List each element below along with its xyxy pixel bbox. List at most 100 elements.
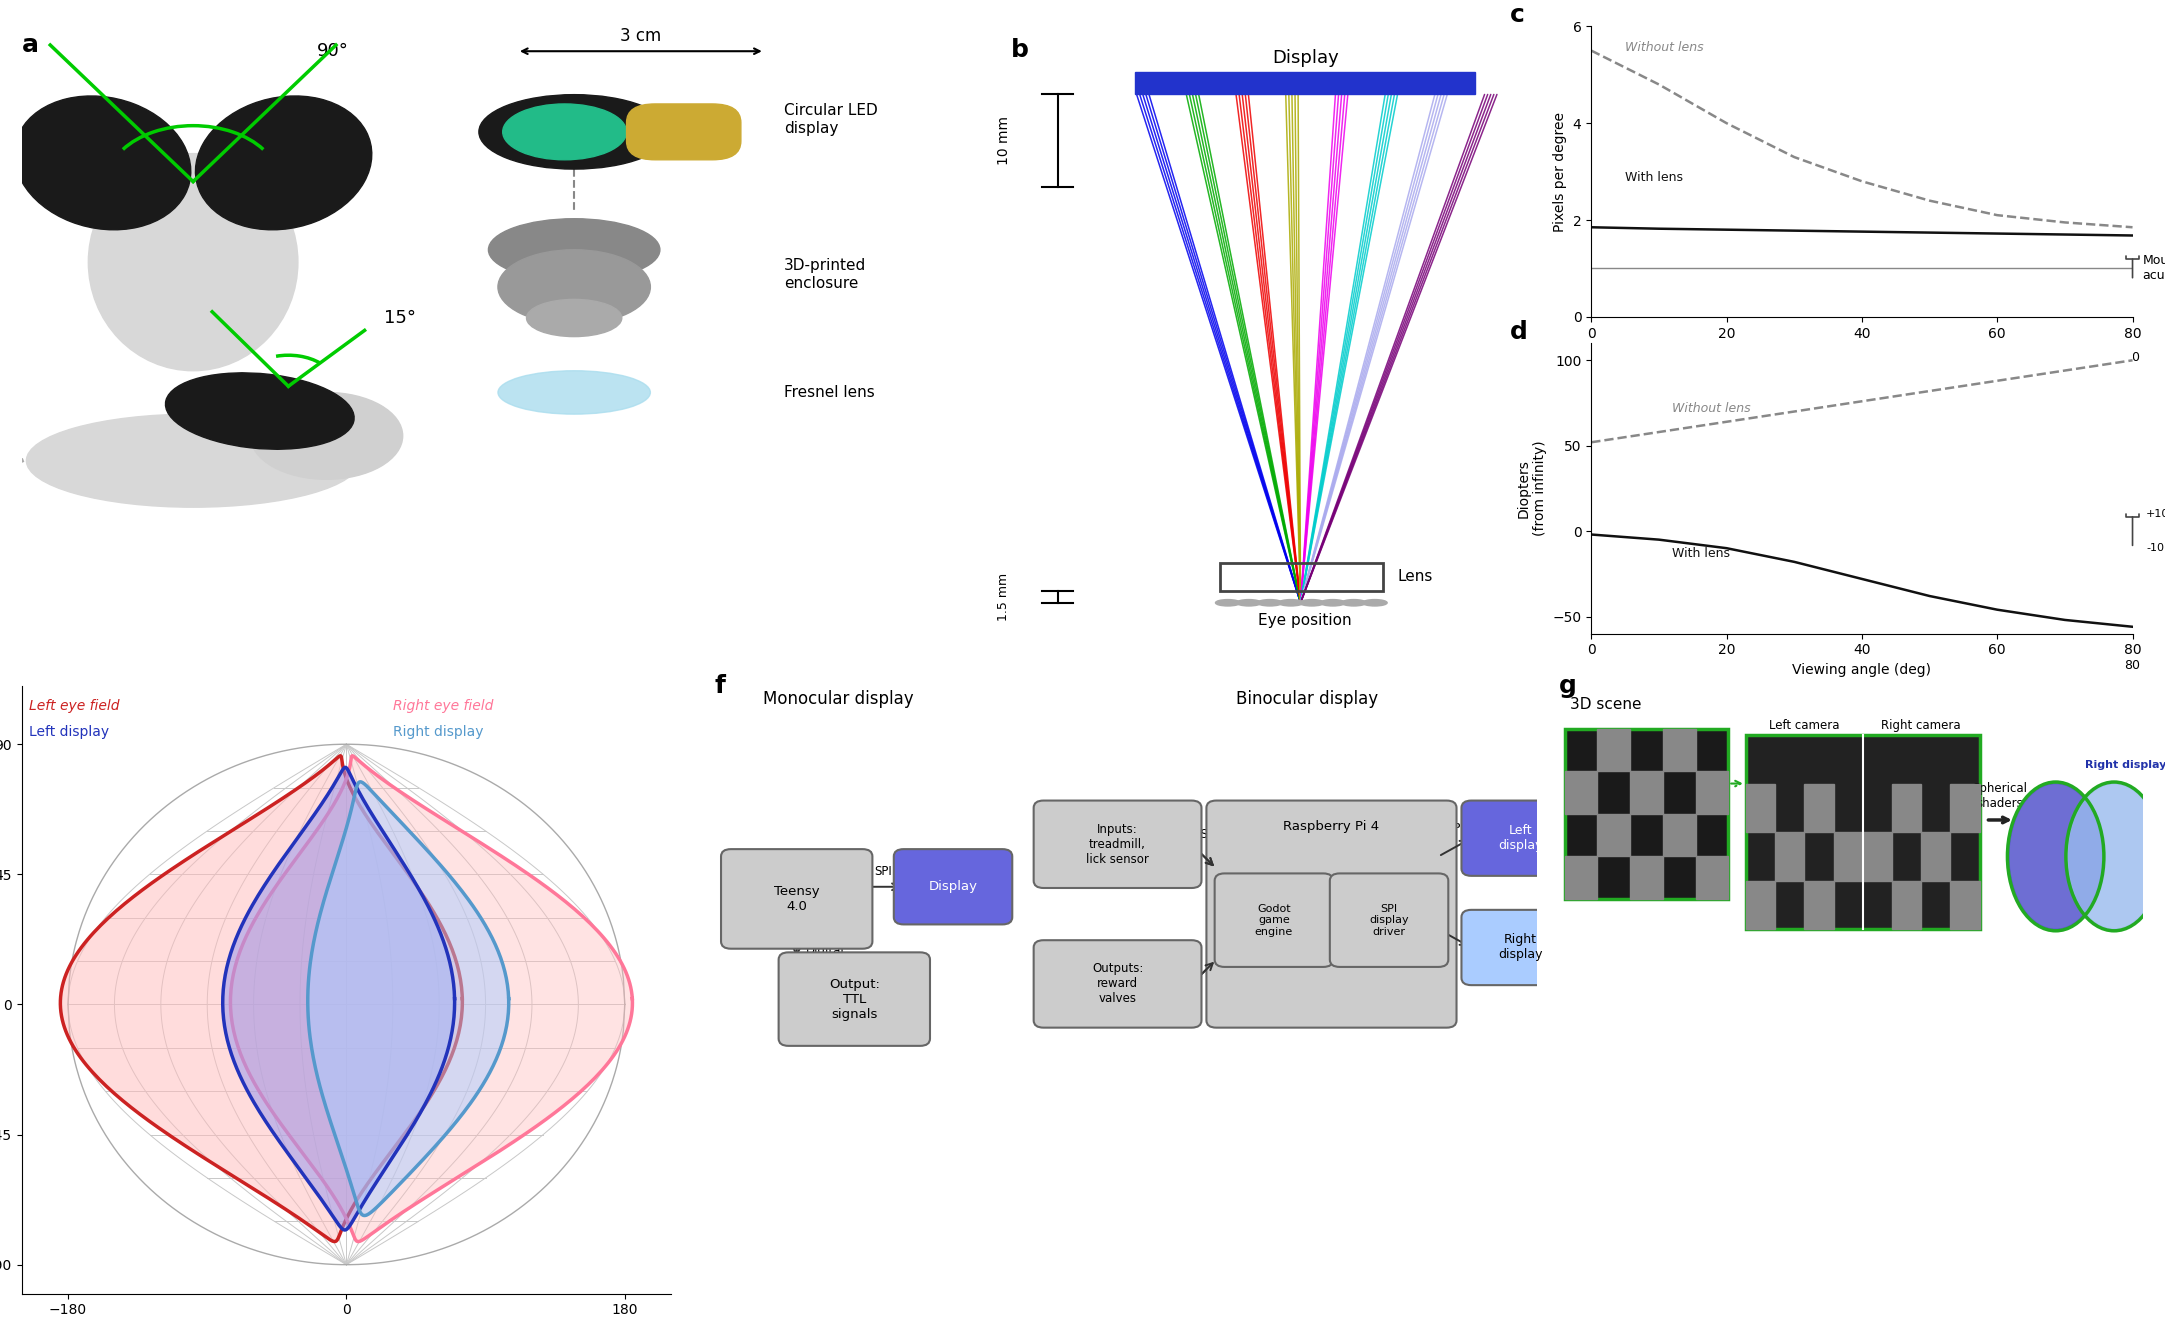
Text: d: d (1509, 319, 1528, 345)
Bar (1803, 880, 1834, 929)
Polygon shape (61, 756, 463, 1242)
Bar (1663, 729, 1695, 771)
Bar (1803, 784, 1834, 832)
With lens (2120, 227, 2146, 243)
Text: Without lens: Without lens (1626, 41, 1704, 54)
Text: Right display: Right display (392, 725, 483, 739)
Text: USB: USB (1193, 828, 1217, 841)
Text: Display: Display (929, 880, 979, 894)
Bar (1695, 771, 1728, 814)
Text: Left camera: Left camera (1769, 719, 1840, 733)
Bar (1745, 784, 1775, 832)
Text: Outputs:
reward
valves: Outputs: reward valves (1091, 962, 1143, 1006)
Text: With lens: With lens (1671, 546, 1730, 560)
Line: With lens: With lens (1591, 535, 2133, 627)
Ellipse shape (498, 371, 650, 414)
FancyBboxPatch shape (1033, 940, 1202, 1028)
Circle shape (1258, 599, 1282, 606)
Circle shape (1321, 599, 1344, 606)
Without lens (1849, 173, 1875, 189)
Without lens (2120, 352, 2146, 368)
Text: SPI: SPI (1446, 822, 1464, 836)
Circle shape (1215, 599, 1241, 606)
Bar (1892, 784, 1920, 832)
Line: With lens: With lens (1591, 227, 2133, 235)
Text: -10: -10 (2146, 544, 2165, 553)
Text: Digital: Digital (805, 944, 844, 957)
With lens (1645, 220, 1671, 236)
Without lens (1713, 414, 1738, 430)
Without lens (1849, 393, 1875, 409)
Text: +10: +10 (2146, 510, 2165, 519)
Ellipse shape (195, 96, 372, 230)
Bar (1862, 832, 1892, 880)
Text: 3 cm: 3 cm (619, 26, 662, 45)
Text: Fresnel lens: Fresnel lens (784, 385, 875, 400)
Text: Left eye field: Left eye field (30, 698, 119, 713)
Text: 90°: 90° (316, 42, 349, 61)
Text: Output:
TTL
signals: Output: TTL signals (829, 978, 879, 1020)
Text: f: f (714, 675, 725, 698)
Ellipse shape (165, 372, 355, 449)
Without lens (1782, 149, 1808, 165)
Without lens (2120, 219, 2146, 235)
Text: Godot
game
engine: Godot game engine (1256, 904, 1293, 937)
Without lens (2052, 363, 2078, 379)
With lens (1983, 602, 2009, 618)
Without lens (2052, 215, 2078, 231)
FancyBboxPatch shape (1461, 800, 1580, 876)
Bar (1920, 832, 1951, 880)
Text: Display: Display (1271, 49, 1338, 67)
With lens (1713, 222, 1738, 238)
FancyBboxPatch shape (626, 104, 740, 160)
Text: 80: 80 (2124, 351, 2141, 364)
Polygon shape (307, 781, 509, 1216)
Text: Lens: Lens (1399, 569, 1433, 585)
Text: Right eye field: Right eye field (392, 698, 494, 713)
Without lens (1578, 434, 1604, 450)
Text: Mouse
acuity: Mouse acuity (2143, 255, 2165, 282)
Without lens (1782, 404, 1808, 420)
Text: 80: 80 (2124, 659, 2141, 672)
Text: 15°: 15° (383, 309, 416, 327)
Ellipse shape (526, 300, 621, 337)
Text: Inputs:
treadmill,
lick sensor: Inputs: treadmill, lick sensor (1087, 822, 1150, 866)
Bar (1695, 857, 1728, 899)
Bar (1221, 562, 1383, 591)
Text: Left display: Left display (30, 725, 110, 739)
Text: Right camera: Right camera (1881, 719, 1961, 733)
X-axis label: Viewing angle (deg): Viewing angle (deg) (1793, 346, 1931, 360)
With lens (1983, 226, 2009, 242)
Bar (1951, 880, 1979, 929)
FancyBboxPatch shape (721, 849, 872, 949)
Bar (1134, 73, 1474, 95)
Text: Teensy
4.0: Teensy 4.0 (773, 884, 821, 913)
Circle shape (1362, 599, 1388, 606)
Bar (1892, 880, 1920, 929)
Text: Right display: Right display (2085, 760, 2165, 771)
Circle shape (1236, 599, 1262, 606)
Ellipse shape (89, 153, 299, 371)
Text: b: b (1011, 38, 1028, 62)
With lens (1645, 532, 1671, 548)
Text: a: a (22, 33, 39, 57)
Bar (1565, 771, 1598, 814)
With lens (1578, 527, 1604, 543)
FancyBboxPatch shape (894, 849, 1013, 924)
With lens (2052, 612, 2078, 628)
With lens (2120, 619, 2146, 635)
Bar (1565, 857, 1598, 899)
Bar (1775, 832, 1803, 880)
Y-axis label: Diopters
(from infinity): Diopters (from infinity) (1518, 441, 1546, 536)
Ellipse shape (251, 392, 403, 479)
Without lens (1645, 424, 1671, 440)
FancyBboxPatch shape (1215, 874, 1334, 968)
Line: Without lens: Without lens (1591, 360, 2133, 442)
Without lens (1645, 77, 1671, 92)
Text: c: c (1509, 3, 1524, 28)
Text: Binocular display: Binocular display (1236, 689, 1377, 708)
Ellipse shape (498, 249, 650, 325)
Bar (1598, 814, 1630, 857)
Without lens (1916, 193, 1942, 209)
Text: 1.5 mm: 1.5 mm (998, 573, 1011, 620)
